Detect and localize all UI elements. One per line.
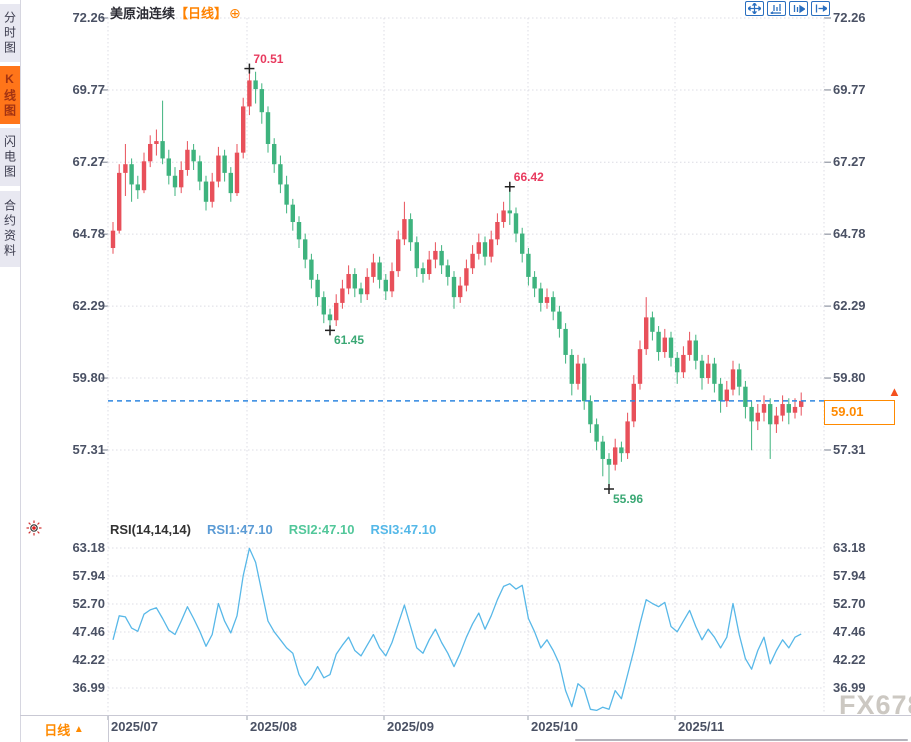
period-label: 日线 — [44, 722, 71, 738]
chart-type-sidebar: 分时图 K线图 闪电图 合约资料 — [0, 0, 21, 742]
playback-icon[interactable] — [789, 1, 808, 16]
chart-toolbar — [745, 1, 830, 16]
indicator-settings-icon[interactable] — [26, 520, 42, 541]
scale-left-icon[interactable] — [767, 1, 786, 16]
add-indicator-icon[interactable]: ⊕ — [229, 5, 241, 21]
period-selector[interactable]: 日线 ▲ — [20, 716, 109, 742]
sidebar-tab-contract-info[interactable]: 合约资料 — [0, 191, 20, 267]
pan-icon[interactable] — [745, 1, 764, 16]
horizontal-scrollbar[interactable] — [575, 739, 908, 741]
sidebar-tab-kline-chart[interactable]: K线图 — [0, 66, 20, 124]
sidebar-tab-time-chart[interactable]: 分时图 — [0, 4, 20, 62]
sidebar-tab-lightning-chart[interactable]: 闪电图 — [0, 128, 20, 186]
goto-latest-icon[interactable] — [811, 1, 830, 16]
period-dropdown-arrow: ▲ — [73, 723, 84, 735]
